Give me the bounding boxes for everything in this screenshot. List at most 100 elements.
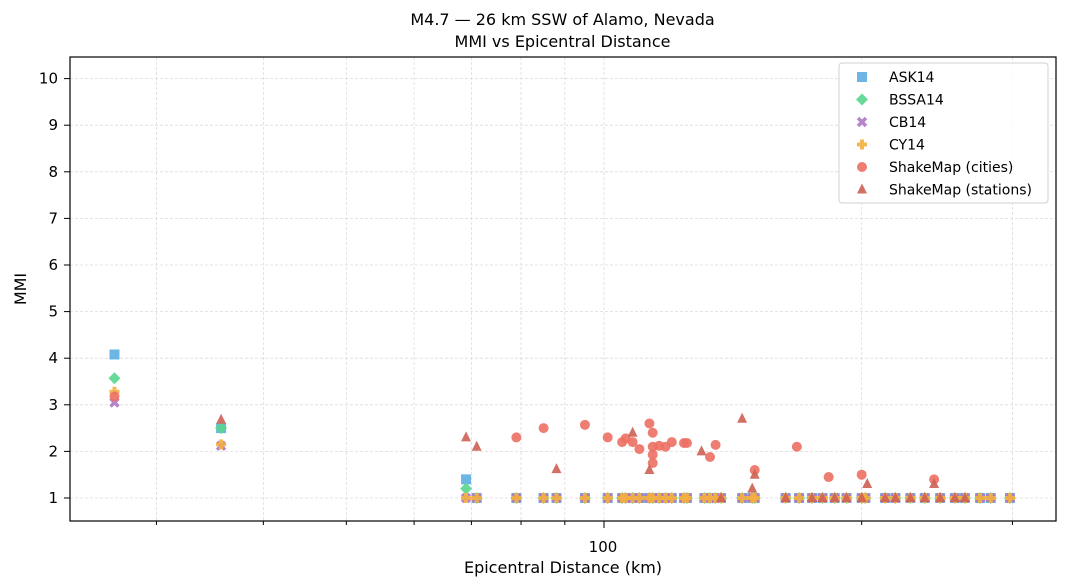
triangle-marker-icon xyxy=(856,492,867,502)
legend-item: BSSA14 xyxy=(856,93,944,109)
plus-marker-icon xyxy=(857,139,867,150)
square-marker-icon xyxy=(857,72,867,82)
y-axis-label: MMI xyxy=(11,273,30,305)
y-tick-label: 8 xyxy=(48,163,58,181)
triangle-marker-icon xyxy=(862,478,873,489)
circle-marker-icon xyxy=(666,437,677,448)
circle-marker-icon xyxy=(705,451,716,462)
legend-item: ShakeMap (cities) xyxy=(857,160,1013,176)
plus-marker-icon xyxy=(705,493,716,503)
y-tick-label: 6 xyxy=(48,256,58,274)
data-points xyxy=(108,349,1016,504)
square-marker-icon xyxy=(109,349,120,360)
triangle-marker-icon xyxy=(749,468,760,479)
plus-marker-icon xyxy=(579,493,590,503)
legend-label: ASK14 xyxy=(889,70,935,86)
y-tick-labels: 1 2 3 4 5 6 7 8 9 10 xyxy=(39,70,58,507)
circle-marker-icon xyxy=(857,162,867,172)
series-cb14 xyxy=(109,397,1016,504)
plus-marker-icon xyxy=(710,493,721,503)
plus-marker-icon xyxy=(737,493,748,503)
legend-item: ASK14 xyxy=(857,70,935,86)
triangle-marker-icon xyxy=(919,492,930,502)
triangle-marker-icon xyxy=(807,492,818,502)
triangle-marker-icon xyxy=(551,463,562,474)
legend-item: CY14 xyxy=(857,138,925,154)
plus-marker-icon xyxy=(985,493,996,503)
triangle-marker-icon xyxy=(817,492,828,502)
legend-label: ShakeMap (cities) xyxy=(889,160,1013,176)
plus-marker-icon xyxy=(660,493,671,503)
triangle-marker-icon xyxy=(461,431,472,442)
axis-ticks xyxy=(64,78,1013,528)
circle-marker-icon xyxy=(109,391,120,402)
y-tick-label: 1 xyxy=(48,489,58,507)
circle-marker-icon xyxy=(791,441,802,452)
circle-marker-icon xyxy=(602,432,613,443)
series-cy14 xyxy=(109,386,1015,503)
circle-marker-icon xyxy=(579,419,590,430)
circle-marker-icon xyxy=(710,439,721,450)
triangle-marker-icon xyxy=(747,482,758,493)
plus-marker-icon xyxy=(627,493,638,503)
triangle-marker-icon xyxy=(829,492,840,502)
series-shakemap-cities- xyxy=(109,391,940,485)
diamond-marker-icon xyxy=(108,372,121,385)
plus-marker-icon xyxy=(794,493,805,503)
series-shakemap-stations- xyxy=(216,412,970,502)
legend-label: CY14 xyxy=(889,138,925,154)
x-axis-label: Epicentral Distance (km) xyxy=(464,558,662,577)
plus-marker-icon xyxy=(620,493,631,503)
circle-marker-icon xyxy=(511,432,522,443)
triangle-marker-icon xyxy=(880,492,891,502)
plus-marker-icon xyxy=(634,493,645,503)
circle-marker-icon xyxy=(681,438,692,449)
circle-marker-icon xyxy=(634,444,645,455)
legend-label: CB14 xyxy=(889,115,926,131)
x-tick-label-100: 100 xyxy=(589,538,618,556)
plus-marker-icon xyxy=(461,493,472,503)
legend-label: BSSA14 xyxy=(889,93,944,109)
plus-marker-icon xyxy=(538,493,549,503)
y-tick-label: 4 xyxy=(48,349,58,367)
circle-marker-icon xyxy=(647,449,658,460)
plus-marker-icon xyxy=(749,493,760,503)
plus-marker-icon xyxy=(860,493,871,503)
series-ask14 xyxy=(109,349,1015,503)
plus-marker-icon xyxy=(654,493,665,503)
plus-marker-icon xyxy=(699,493,710,503)
plus-marker-icon xyxy=(647,493,658,503)
diamond-marker-icon xyxy=(856,93,868,106)
triangle-marker-icon xyxy=(216,413,227,424)
y-tick-label: 3 xyxy=(48,396,58,414)
chart-title: M4.7 — 26 km SSW of Alamo, Nevada xyxy=(410,10,715,29)
plus-marker-icon xyxy=(666,493,677,503)
triangle-marker-icon xyxy=(716,492,727,502)
plus-marker-icon xyxy=(602,493,613,503)
legend: ASK14 BSSA14 CB14 CY14 ShakeMap (cities) Shak… xyxy=(838,62,1049,204)
circle-marker-icon xyxy=(538,423,549,434)
triangle-marker-icon xyxy=(857,183,867,194)
y-tick-label: 2 xyxy=(48,442,58,460)
series-bssa14 xyxy=(108,372,1016,504)
plot-frame xyxy=(69,56,1057,522)
circle-marker-icon xyxy=(627,437,638,448)
plus-marker-icon xyxy=(511,493,522,503)
triangle-marker-icon xyxy=(959,492,970,502)
chart-subtitle: MMI vs Epicentral Distance xyxy=(454,32,671,51)
legend-item: ShakeMap (stations) xyxy=(857,183,1032,199)
y-tick-label: 9 xyxy=(48,116,58,134)
circle-marker-icon xyxy=(856,469,867,480)
triangle-marker-icon xyxy=(841,492,852,502)
circle-marker-icon xyxy=(823,472,834,483)
y-tick-label: 5 xyxy=(48,303,58,321)
plus-marker-icon xyxy=(471,493,482,503)
triangle-marker-icon xyxy=(627,426,638,437)
triangle-marker-icon xyxy=(929,478,940,489)
y-tick-label: 10 xyxy=(39,70,58,88)
y-tick-label: 7 xyxy=(48,209,58,227)
circle-marker-icon xyxy=(644,418,655,429)
triangle-marker-icon xyxy=(471,440,482,451)
x-marker-icon xyxy=(856,116,868,128)
plus-marker-icon xyxy=(216,439,227,450)
